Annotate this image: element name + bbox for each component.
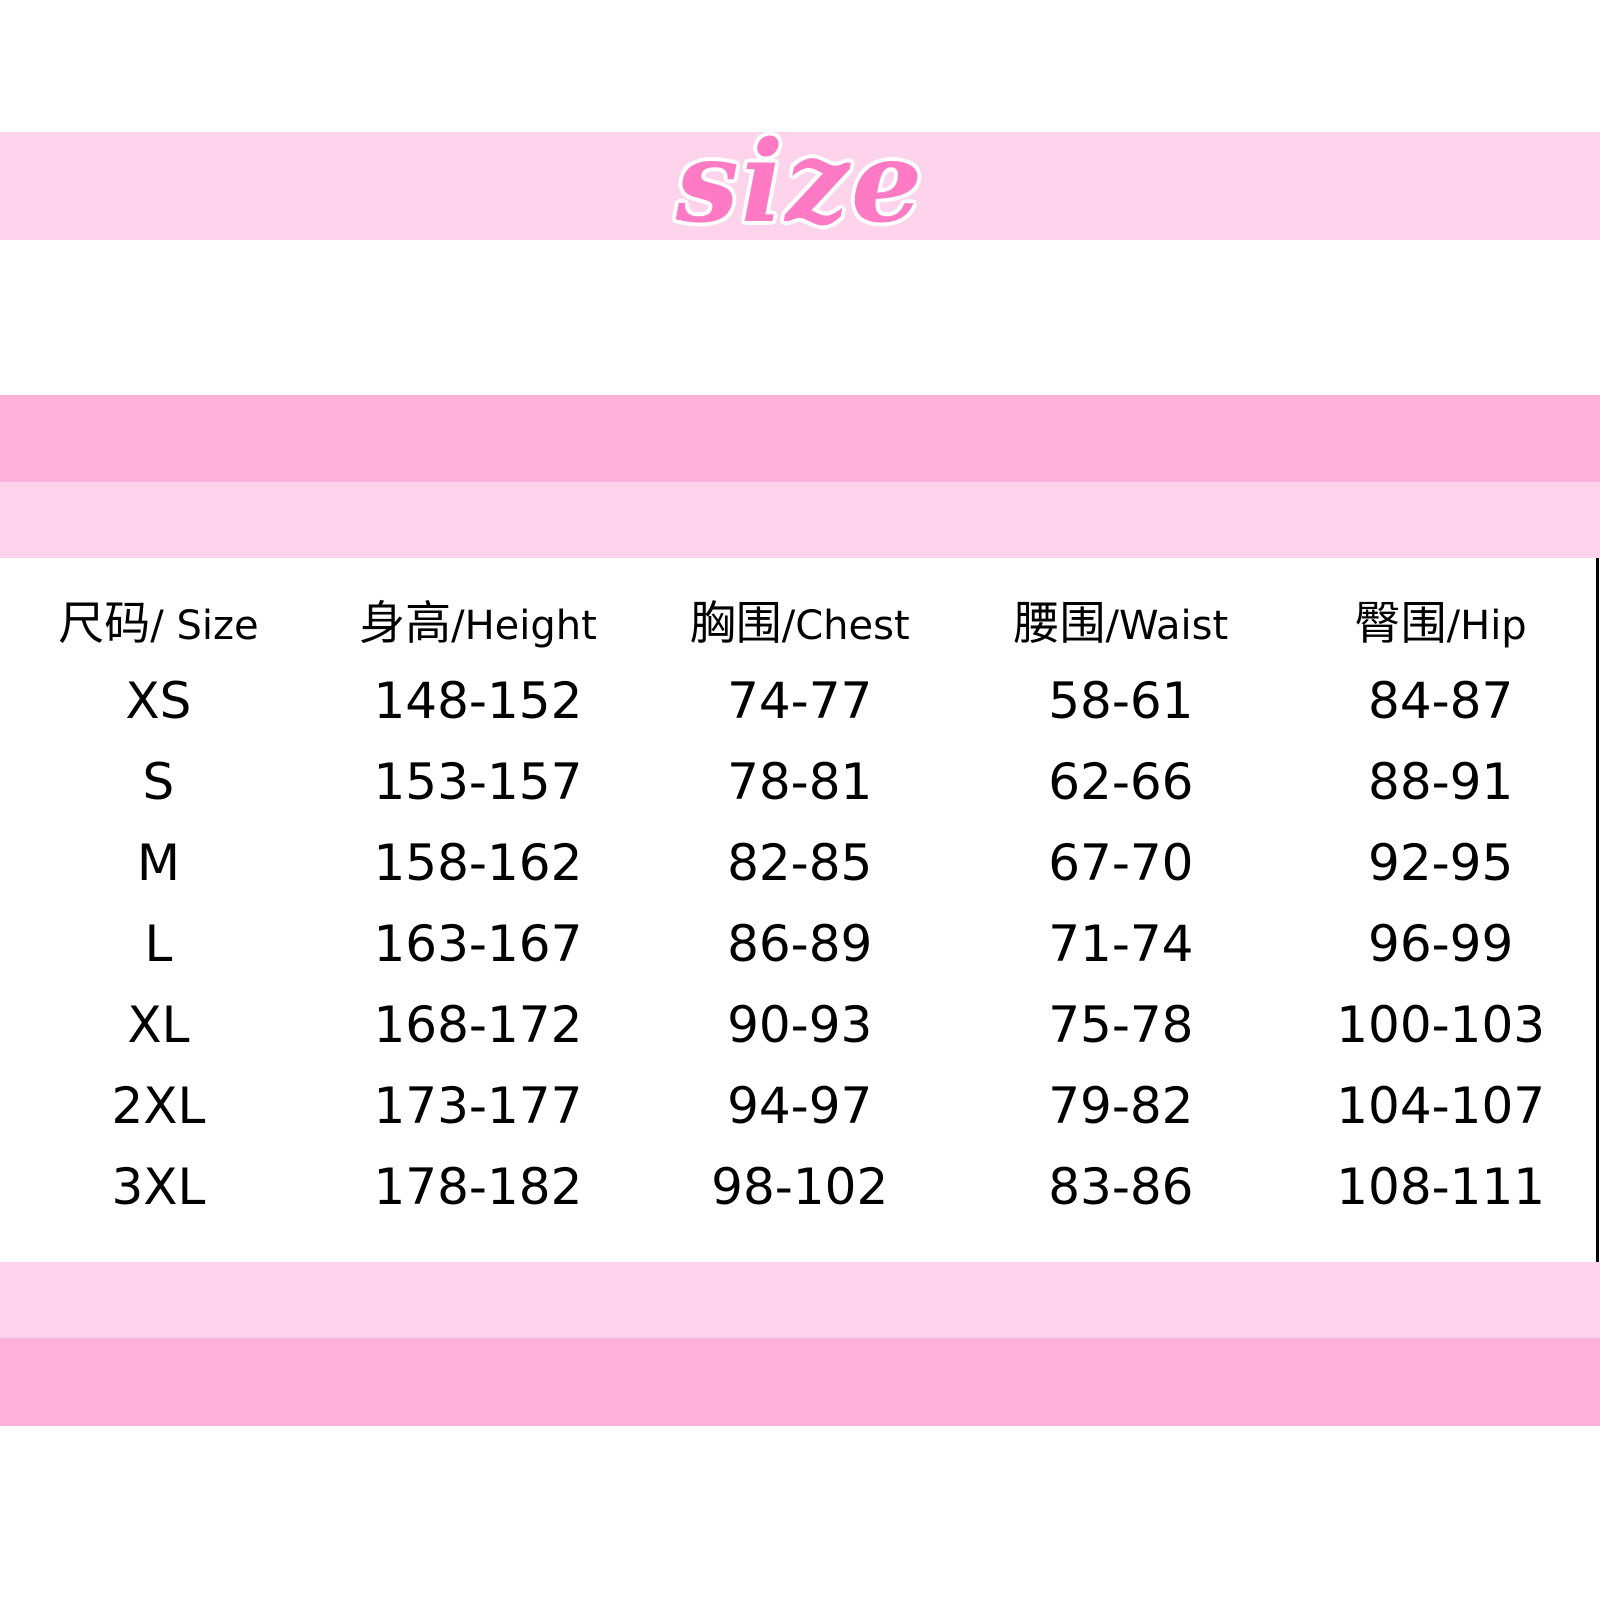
header-cn: 身高: [359, 596, 452, 650]
table-cell: 92-95: [1368, 833, 1514, 892]
table-row: 3XL 178-182 98-102 83-86 108-111: [0, 1146, 1600, 1227]
header-en: /Hip: [1446, 603, 1527, 649]
table-cell: 153-157: [373, 752, 583, 811]
header-cn: 尺码: [58, 596, 151, 650]
table-cell: 3XL: [111, 1157, 206, 1216]
table-row: S 153-157 78-81 62-66 88-91: [0, 741, 1600, 822]
header-band-light: [0, 482, 1600, 558]
table-cell: L: [144, 914, 173, 973]
column-header: 尺码/ Size: [0, 580, 317, 660]
column-header: 身高/Height: [317, 580, 639, 660]
header-en: /Height: [451, 603, 597, 649]
table-cell: 74-77: [727, 671, 873, 730]
table-cell: 100-103: [1336, 995, 1546, 1054]
table-cell: 173-177: [373, 1076, 583, 1135]
table-cell: 71-74: [1048, 914, 1194, 973]
title-band: [0, 132, 1600, 240]
table-row: XS 148-152 74-77 58-61 84-87: [0, 660, 1600, 741]
header-band-dark: [0, 395, 1600, 482]
table-cell: 168-172: [373, 995, 583, 1054]
table-cell: 86-89: [727, 914, 873, 973]
table-cell: 94-97: [727, 1076, 873, 1135]
table-cell: 78-81: [727, 752, 873, 811]
table-cell: XL: [127, 995, 190, 1054]
table-cell: 178-182: [373, 1157, 583, 1216]
column-header: 胸围/Chest: [639, 580, 960, 660]
table-cell: 96-99: [1368, 914, 1514, 973]
header-row: 尺码/ Size 身高/Height 胸围/Chest 腰围/Waist 臀围/Hip: [0, 580, 1600, 660]
table-row: M 158-162 82-85 67-70 92-95: [0, 822, 1600, 903]
header-en: /Waist: [1105, 603, 1229, 649]
footer-band-dark: [0, 1338, 1600, 1426]
table-cell: 88-91: [1368, 752, 1514, 811]
header-en: / Size: [150, 603, 259, 649]
table-cell: 148-152: [373, 671, 583, 730]
table-cell: 58-61: [1048, 671, 1194, 730]
table-cell: 84-87: [1368, 671, 1514, 730]
header-cn: 臀围: [1354, 596, 1447, 650]
size-table: 尺码/ Size 身高/Height 胸围/Chest 腰围/Waist 臀围/Hip …: [0, 580, 1600, 1227]
border-line: [1596, 558, 1599, 1262]
table-cell: XS: [125, 671, 192, 730]
table-cell: 158-162: [373, 833, 583, 892]
table-cell: 75-78: [1048, 995, 1194, 1054]
header-cn: 腰围: [1013, 596, 1106, 650]
table-cell: 104-107: [1336, 1076, 1546, 1135]
header-en: /Chest: [781, 603, 910, 649]
header-cn: 胸围: [689, 596, 782, 650]
table-cell: 163-167: [373, 914, 583, 973]
table-cell: S: [142, 752, 175, 811]
table-row: L 163-167 86-89 71-74 96-99: [0, 903, 1600, 984]
table-cell: 83-86: [1048, 1157, 1194, 1216]
footer-band-light: [0, 1262, 1600, 1338]
table-cell: 90-93: [727, 995, 873, 1054]
title: size: [675, 117, 925, 248]
table-cell: M: [136, 833, 180, 892]
table-cell: 98-102: [711, 1157, 889, 1216]
table-cell: 108-111: [1336, 1157, 1546, 1216]
table-cell: 2XL: [111, 1076, 206, 1135]
table-cell: 82-85: [727, 833, 873, 892]
table-row: 2XL 173-177 94-97 79-82 104-107: [0, 1065, 1600, 1146]
table-cell: 67-70: [1048, 833, 1194, 892]
table-row: XL 168-172 90-93 75-78 100-103: [0, 984, 1600, 1065]
table-cell: 62-66: [1048, 752, 1194, 811]
table-cell: 79-82: [1048, 1076, 1194, 1135]
column-header: 臀围/Hip: [1281, 580, 1600, 660]
column-header: 腰围/Waist: [960, 580, 1281, 660]
